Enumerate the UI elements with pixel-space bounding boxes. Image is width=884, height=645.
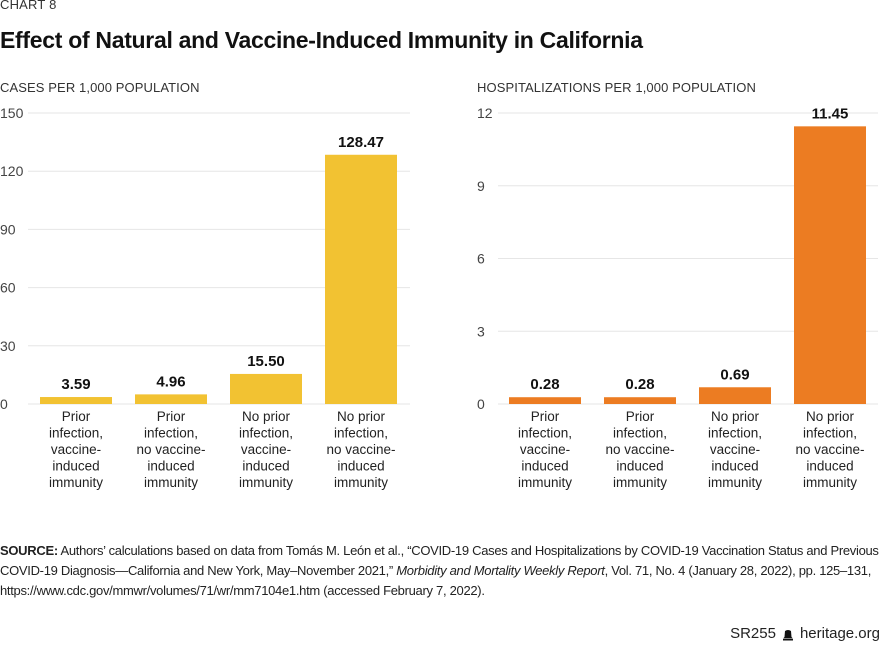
cases-ytick-label: 150	[0, 105, 24, 121]
hospitalizations-category-label: Prior	[626, 409, 655, 424]
cases-bar	[230, 373, 302, 404]
cases-category-label: induced	[242, 459, 289, 474]
hospitalizations-category-label: vaccine-	[520, 442, 570, 457]
cases-ytick-label: 60	[0, 280, 16, 296]
footer: SR255 heritage.org	[730, 625, 880, 642]
cases-bar	[40, 397, 112, 404]
hospitalizations-chart-title: HOSPITALIZATIONS PER 1,000 POPULATION	[477, 80, 756, 95]
chart-title: Effect of Natural and Vaccine-Induced Im…	[0, 27, 643, 53]
cases-category-label: induced	[52, 459, 99, 474]
hospitalizations-category-label: immunity	[518, 475, 572, 490]
cases-bar	[135, 394, 207, 404]
cases-category-label: immunity	[334, 475, 388, 490]
hospitalizations-bar	[604, 397, 676, 404]
cases-category-label: Prior	[157, 409, 186, 424]
cases-category-label: induced	[337, 459, 384, 474]
cases-ytick-label: 30	[0, 338, 16, 354]
cases-category-label: vaccine-	[51, 442, 101, 457]
cases-value-label: 4.96	[156, 373, 185, 390]
cases-bar	[325, 154, 397, 404]
hospitalizations-category-label: induced	[616, 459, 663, 474]
cases-chart-title: CASES PER 1,000 POPULATION	[0, 80, 200, 95]
source-note: SOURCE: Authors’ calculations based on d…	[0, 541, 884, 601]
cases-category-label: infection,	[144, 426, 198, 441]
cases-category-label: induced	[147, 459, 194, 474]
hospitalizations-category-label: immunity	[708, 475, 762, 490]
cases-category-label: infection,	[239, 426, 293, 441]
hospitalizations-category-label: no vaccine-	[795, 442, 864, 457]
hospitalizations-value-label: 0.28	[530, 376, 559, 393]
hospitalizations-category-label: immunity	[613, 475, 667, 490]
hospitalizations-value-label: 0.69	[720, 366, 749, 383]
hospitalizations-ytick-label: 9	[477, 178, 485, 194]
hospitalizations-category-label: no vaccine-	[605, 442, 674, 457]
cases-category-label: Prior	[62, 409, 91, 424]
hospitalizations-value-label: 0.28	[625, 376, 654, 393]
source-label: SOURCE:	[0, 543, 58, 558]
cases-category-label: immunity	[144, 475, 198, 490]
cases-category-label: vaccine-	[241, 442, 291, 457]
cases-category-label: infection,	[49, 426, 103, 441]
hospitalizations-ytick-label: 12	[477, 105, 493, 121]
hospitalizations-bar	[509, 397, 581, 404]
cases-category-label: No prior	[337, 409, 386, 424]
hospitalizations-value-label: 11.45	[812, 105, 849, 122]
cases-category-label: immunity	[239, 475, 293, 490]
hospitalizations-category-label: vaccine-	[710, 442, 760, 457]
cases-category-label: infection,	[334, 426, 388, 441]
hospitalizations-bar	[699, 387, 771, 404]
cases-value-label: 128.47	[338, 134, 384, 151]
cases-category-label: no vaccine-	[326, 442, 395, 457]
hospitalizations-category-label: induced	[521, 459, 568, 474]
hospitalizations-ytick-label: 6	[477, 251, 485, 267]
hospitalizations-category-label: infection,	[708, 426, 762, 441]
hospitalizations-category-label: No prior	[806, 409, 855, 424]
source-journal: Morbidity and Mortality Weekly Report	[396, 563, 605, 578]
source-text-1: Authors’ calculations based on data from…	[0, 543, 879, 578]
hospitalizations-category-label: infection,	[613, 426, 667, 441]
hospitalizations-category-label: infection,	[518, 426, 572, 441]
cases-category-label: immunity	[49, 475, 103, 490]
cases-ytick-label: 90	[0, 221, 16, 237]
hospitalizations-category-label: immunity	[803, 475, 857, 490]
hospitalizations-category-label: Prior	[531, 409, 560, 424]
bar-charts: 03060901201503.59Priorinfection,vaccine-…	[0, 105, 878, 490]
hospitalizations-ytick-label: 3	[477, 323, 485, 339]
cases-value-label: 3.59	[61, 376, 90, 393]
cases-category-label: No prior	[242, 409, 291, 424]
source-text-2: , Vol. 71, No. 4 (January 28, 2022), pp.…	[0, 563, 872, 598]
cases-category-label: no vaccine-	[136, 442, 205, 457]
report-id: SR255	[730, 625, 776, 642]
hospitalizations-bar	[794, 126, 866, 405]
hospitalizations-category-label: induced	[806, 459, 853, 474]
hospitalizations-category-label: induced	[711, 459, 758, 474]
cases-value-label: 15.50	[247, 353, 285, 370]
cases-ytick-label: 0	[0, 396, 8, 412]
cases-ytick-label: 120	[0, 163, 24, 179]
site-link[interactable]: heritage.org	[799, 625, 880, 642]
hospitalizations-category-label: No prior	[711, 409, 760, 424]
hospitalizations-category-label: infection,	[803, 426, 857, 441]
chart-kicker: CHART 8	[0, 0, 57, 12]
liberty-bell-icon	[782, 628, 794, 640]
hospitalizations-ytick-label: 0	[477, 396, 485, 412]
